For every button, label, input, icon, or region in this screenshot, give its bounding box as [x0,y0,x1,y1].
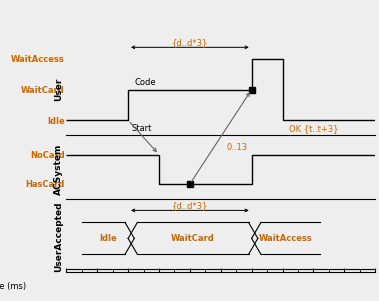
Text: WaitAccess: WaitAccess [259,234,313,243]
Text: User: User [54,78,63,101]
Text: WaitCard: WaitCard [171,234,215,243]
Text: {d..d*3}: {d..d*3} [172,38,208,47]
Text: {d..d*3}: {d..d*3} [172,201,208,210]
Text: Code: Code [134,78,156,87]
Text: Start: Start [131,124,152,133]
Text: 0..13: 0..13 [227,143,248,152]
Text: ACSystem: ACSystem [54,144,63,195]
Text: Idle: Idle [99,234,117,243]
Text: Time (ms): Time (ms) [0,282,26,291]
Text: UserAccepted: UserAccepted [54,201,63,272]
Text: OK {t..t+3}: OK {t..t+3} [289,124,338,133]
